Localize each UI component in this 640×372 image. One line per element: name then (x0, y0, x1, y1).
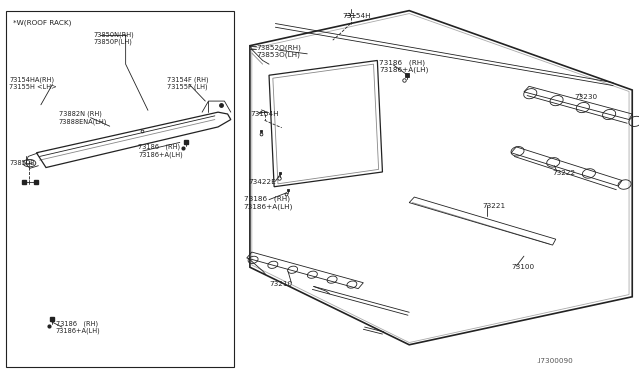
Text: 73186   (RH)
73186+A(LH): 73186 (RH) 73186+A(LH) (244, 196, 293, 209)
Text: 73230: 73230 (575, 94, 598, 100)
Bar (6, 11, 234, 367)
Text: *W(ROOF RACK): *W(ROOF RACK) (13, 20, 71, 26)
Text: 73186   (RH)
73186+A(LH): 73186 (RH) 73186+A(LH) (380, 59, 429, 73)
Text: 73222: 73222 (552, 170, 576, 176)
Text: 73422E: 73422E (248, 179, 276, 185)
Text: 73221: 73221 (483, 203, 506, 209)
Text: 73852O(RH)
73853O(LH): 73852O(RH) 73853O(LH) (256, 44, 301, 58)
Text: 73154F (RH)
73155F (LH): 73154F (RH) 73155F (LH) (167, 76, 209, 90)
Text: 73186   (RH)
73186+A(LH): 73186 (RH) 73186+A(LH) (138, 144, 183, 158)
Text: 73850N(RH)
73850P(LH): 73850N(RH) 73850P(LH) (94, 31, 134, 45)
Text: 73882N (RH)
73888ENA(LH): 73882N (RH) 73888ENA(LH) (59, 111, 107, 125)
Text: .I7300090: .I7300090 (537, 358, 573, 365)
Text: 73154H: 73154H (342, 13, 371, 19)
Text: 73154HA(RH)
73155H <LH>: 73154HA(RH) 73155H <LH> (9, 77, 57, 90)
Text: 73850B: 73850B (9, 160, 35, 166)
Text: 73210: 73210 (269, 281, 292, 287)
Text: 73186   (RH)
73186+A(LH): 73186 (RH) 73186+A(LH) (56, 320, 100, 334)
Text: 73154H: 73154H (250, 111, 278, 117)
Text: 73100: 73100 (511, 264, 534, 270)
